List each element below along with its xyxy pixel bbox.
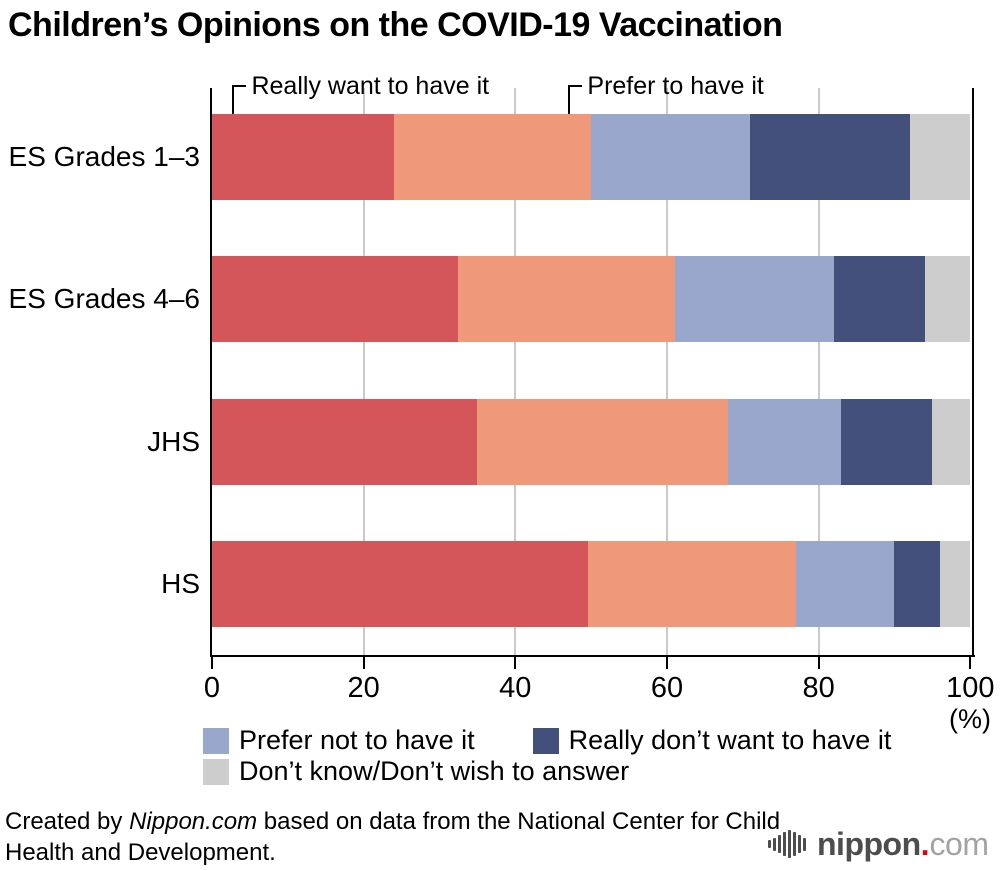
bar-segment-don-t-know-don-t-wish-to-answer (939, 540, 971, 627)
bar-segment-prefer-not-to-have-it (727, 398, 842, 485)
bar-segment-really-want-to-have-it (212, 114, 394, 200)
x-tick-40 (514, 657, 517, 669)
soundwave-bars-icon (768, 828, 808, 860)
callout-label-prefer-to-have-it: Prefer to have it (587, 72, 764, 100)
y-axis-label-es-grades-4-6: ES Grades 4–6 (8, 283, 200, 314)
bar-segment-prefer-to-have-it (458, 256, 675, 342)
callout-bracket-horizontal-1 (568, 85, 583, 87)
bar-segment-don-t-know-don-t-wish-to-answer (932, 398, 971, 485)
credit-source: Nippon.com (129, 808, 258, 835)
x-tick-label-60: 60 (650, 672, 684, 704)
callout-bracket-vertical-1 (568, 85, 571, 114)
legend: Prefer not to have it Really don’t want t… (203, 725, 891, 787)
x-tick-20 (362, 657, 365, 669)
bar-segment-really-don-t-want-to-have-it (894, 540, 940, 627)
bar-segment-really-don-t-want-to-have-it (750, 114, 910, 200)
x-tick-100 (969, 657, 972, 669)
plot-area: 0 20 40 60 80 100 (%) Really want to have it Pre… (204, 72, 995, 734)
logo-tld: com (929, 825, 989, 862)
legend-label: Don’t know/Don’t wish to answer (239, 756, 630, 786)
bar-segment-don-t-know-don-t-wish-to-answer (909, 114, 971, 200)
logo-dot: . (920, 825, 930, 862)
bar-segment-prefer-to-have-it (588, 540, 796, 627)
x-tick-60 (665, 657, 668, 669)
legend-label: Prefer not to have it (239, 725, 475, 755)
x-tick-label-0: 0 (203, 672, 221, 704)
bar-segment-really-don-t-want-to-have-it (833, 256, 925, 342)
bar-segment-really-don-t-want-to-have-it (841, 398, 933, 485)
gridline-40 (514, 88, 517, 655)
bar-segment-prefer-to-have-it (393, 114, 592, 200)
axis-right-border (971, 88, 974, 655)
x-tick-label-40: 40 (499, 672, 532, 704)
bar-segment-really-want-to-have-it (212, 540, 589, 627)
legend-item-really-don-t-want-to-have-it: Really don’t want to have it (532, 725, 892, 756)
nippon-logo: nippon . com (768, 822, 989, 866)
bar-segment-prefer-to-have-it (477, 398, 728, 485)
bar-segment-don-t-know-don-t-wish-to-answer (924, 256, 971, 342)
x-tick-label-80: 80 (802, 672, 835, 704)
bar-segment-prefer-not-to-have-it (795, 540, 895, 627)
y-axis-label-jhs: JHS (147, 425, 200, 457)
logo-name: nippon (817, 825, 921, 862)
x-axis-unit-label: (%) (949, 704, 991, 734)
bar-segment-prefer-not-to-have-it (591, 114, 751, 200)
bar-segment-really-want-to-have-it (212, 256, 459, 342)
bar-segment-really-want-to-have-it (212, 398, 478, 485)
callout-bracket-horizontal-0 (232, 85, 247, 87)
legend-swatch-really-don-t-want-to-have-it (532, 727, 559, 754)
y-axis-label-hs: HS (161, 567, 200, 599)
axis-left-border (210, 88, 212, 655)
x-tick-label-100: 100 (946, 672, 995, 704)
y-axis-label-es-grades-1-3: ES Grades 1–3 (8, 141, 200, 172)
legend-row-1: Don’t know/Don’t wish to answer (203, 756, 891, 787)
legend-item-don-t-know-don-t-wish-to-answer: Don’t know/Don’t wish to answer (203, 756, 629, 787)
legend-item-prefer-not-to-have-it: Prefer not to have it (203, 725, 475, 756)
chart-title: Children’s Opinions on the COVID-19 Vacc… (8, 6, 783, 44)
credit-text: Created by Nippon.com based on data from… (5, 806, 805, 868)
x-tick-label-20: 20 (347, 672, 380, 704)
bar-segment-prefer-not-to-have-it (674, 256, 834, 342)
legend-label: Really don’t want to have it (568, 725, 892, 755)
gridline-60 (665, 88, 668, 655)
legend-swatch-don-t-know-don-t-wish-to-answer (203, 758, 229, 785)
x-axis-line (210, 655, 975, 657)
legend-row-0: Prefer not to have it Really don’t want t… (203, 725, 891, 756)
x-tick-0 (211, 657, 213, 669)
x-tick-80 (817, 657, 820, 669)
credit-prefix: Created by (5, 808, 130, 835)
gridline-20 (362, 88, 365, 655)
credit-suffix: based on data from the National Center f… (5, 808, 781, 866)
legend-swatch-prefer-not-to-have-it (203, 727, 229, 754)
gridline-80 (817, 88, 820, 655)
callout-bracket-vertical-0 (232, 85, 235, 114)
callout-label-really-want-to-have-it: Really want to have it (251, 72, 490, 100)
